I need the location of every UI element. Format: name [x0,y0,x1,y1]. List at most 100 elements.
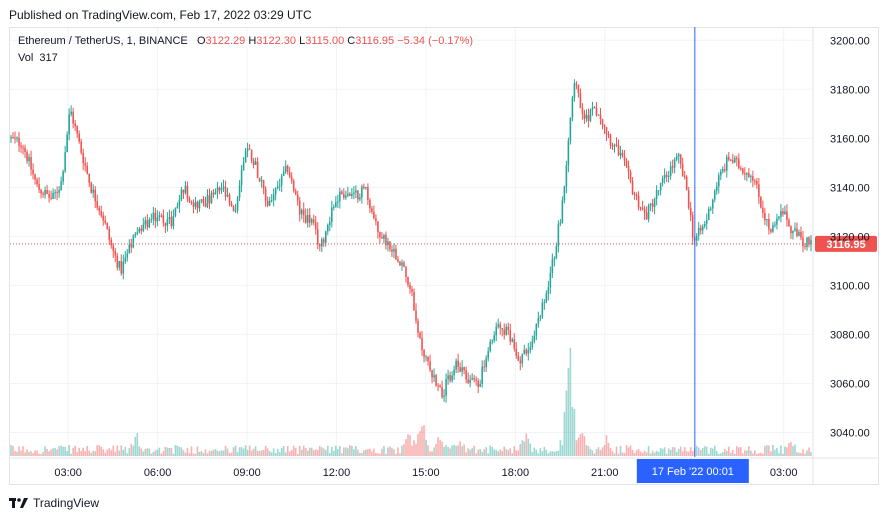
volume-bar [453,444,455,456]
volume-bar [729,452,732,456]
volume-bar [266,448,269,456]
candle-body [194,201,197,207]
published-caption: Published on TradingView.com, Feb 17, 20… [9,8,312,22]
candle-body [162,215,165,224]
candle-body [383,234,385,239]
volume-bar [804,453,806,456]
volume-bar [369,448,371,456]
volume-bar [320,447,323,456]
candle-body [26,151,28,162]
candle-body [353,192,355,194]
overlays: 3116.95 17 Feb '22 00:01 [10,27,877,483]
volume-bar [210,450,213,456]
volume-bar [242,448,245,456]
volume-bar [669,449,672,456]
candle-body [405,266,407,277]
candle-body [732,160,734,163]
volume-bar [443,446,445,456]
volume-bar [152,451,155,456]
candle-body [272,194,275,201]
volume-bar [104,452,107,456]
volume-bar [531,451,534,456]
volume-bar [475,453,477,456]
candle-body [222,186,225,189]
volume-bar [707,453,710,456]
open-label: O [196,35,206,47]
volume-bar [471,448,473,456]
candle-body [116,255,119,268]
candle-body [214,192,217,195]
candle-body [571,97,574,118]
candle-body [601,118,604,125]
candle-body [808,237,810,245]
volume-bar [359,452,361,456]
volume-bar [677,448,680,456]
candle-body [294,190,297,195]
volume-bar [84,451,86,456]
candle-body [40,189,42,194]
candle-body [30,157,32,170]
x-tick-label: 15:00 [412,467,440,479]
candle-body [727,156,730,160]
candle-body [84,163,86,166]
candle-body [431,369,433,378]
candle-body [711,199,714,209]
volume-bar [10,445,12,456]
volume-bar [645,452,648,456]
candle-body [531,341,534,348]
candle-body [166,219,169,226]
candle-body [675,156,678,160]
volume-bar [782,453,784,456]
volume-bar [740,447,742,456]
candle-body [661,178,664,183]
candle-body [204,203,207,207]
volume-bar [174,445,177,456]
volume-bar [200,451,203,456]
candle-body [333,206,335,208]
candle-body [385,234,387,246]
volume-bar [254,446,257,456]
candle-body [683,176,686,178]
volume-bar [683,447,686,456]
candle-body [335,202,337,207]
volume-bar [748,446,750,456]
volume-bar [310,447,313,456]
candle-body [473,378,475,380]
candle-body [647,205,650,220]
candle-body [629,171,632,181]
volume-bar [776,447,778,456]
volume-bar [635,450,638,456]
volume-bar [64,446,66,456]
candle-body [96,201,99,208]
candle-body [108,228,111,240]
candle-body [792,230,794,234]
candle-body [196,201,199,209]
candle-body [276,186,279,189]
volume-bar [405,439,407,456]
candle-body [158,215,161,218]
volume-bar [723,448,726,456]
candle-body [126,253,129,258]
candle-body [609,134,612,146]
chart-frame[interactable] [9,27,879,485]
candle-body [280,175,283,186]
volume-bar [351,445,353,456]
volume-bar [226,448,229,456]
candle-body [655,190,658,199]
candle-body [262,180,265,189]
candle-body [597,114,600,116]
candle-body [369,199,371,209]
volume-bar [403,444,405,456]
footer-brand[interactable]: TradingView [9,496,99,510]
volume-bar [120,445,123,456]
volume-bar [451,445,453,456]
volume-bar [758,453,760,456]
volume-bar [212,449,215,456]
volume-bar [349,445,351,456]
volume-bar [659,448,662,456]
x-tick-label: 09:00 [233,467,261,479]
volume-bar [178,446,181,456]
volume-bar [685,451,688,456]
candle-body [10,137,12,139]
